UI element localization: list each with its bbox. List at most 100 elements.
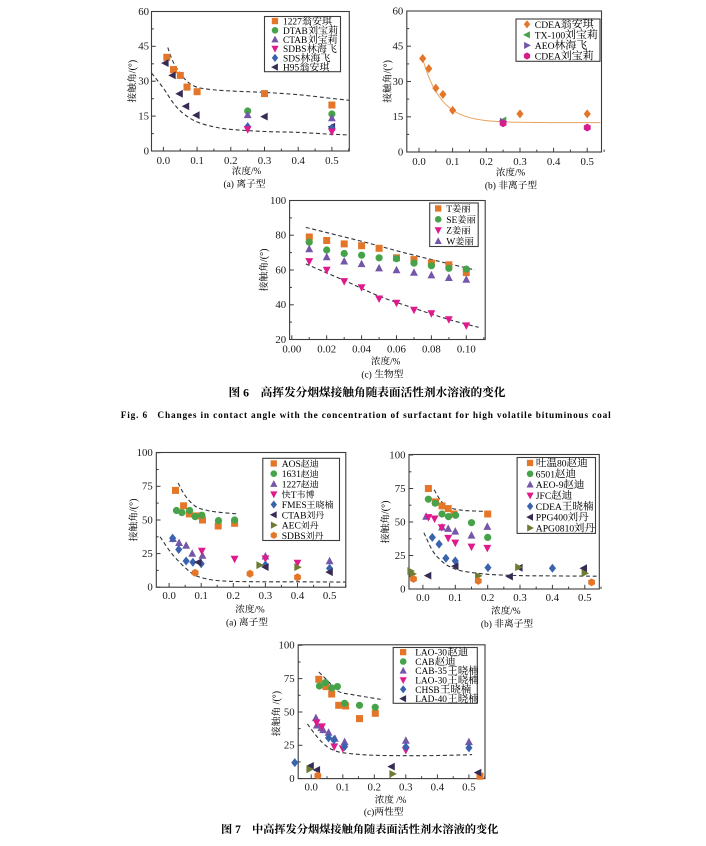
svg-text:LAO-30: LAO-30 [415, 677, 447, 687]
svg-text:0.06: 0.06 [387, 343, 406, 355]
svg-text:6501: 6501 [536, 469, 555, 480]
svg-text:0: 0 [144, 145, 149, 157]
svg-text:/%: /% [396, 795, 407, 805]
svg-text:0.2: 0.2 [480, 156, 494, 168]
svg-text:0.3: 0.3 [513, 156, 527, 168]
svg-text:45: 45 [138, 41, 149, 53]
svg-text:DTAB: DTAB [283, 27, 308, 37]
svg-text:0.02: 0.02 [317, 343, 336, 355]
svg-text:60: 60 [138, 6, 149, 18]
svg-text:(b): (b) [485, 181, 496, 192]
svg-text:(c): (c) [364, 807, 374, 818]
svg-text:45: 45 [393, 41, 404, 53]
svg-text:50: 50 [284, 706, 295, 718]
svg-text:/%: /% [515, 168, 526, 178]
svg-text:SDBS: SDBS [283, 45, 306, 55]
svg-text:LAO-30: LAO-30 [415, 649, 447, 659]
svg-text:50: 50 [395, 516, 406, 528]
svg-text:0.3: 0.3 [259, 590, 273, 602]
svg-text:0.2: 0.2 [224, 155, 238, 167]
svg-text:100: 100 [137, 447, 153, 459]
svg-text:30: 30 [138, 76, 149, 88]
svg-text:0.0: 0.0 [416, 592, 430, 604]
svg-text:0: 0 [289, 773, 294, 785]
svg-text:/%: /% [390, 356, 401, 366]
svg-text:0.0: 0.0 [304, 781, 318, 793]
svg-text:0.1: 0.1 [194, 590, 208, 602]
svg-text:(b): (b) [481, 619, 492, 630]
svg-text:0.1: 0.1 [336, 781, 350, 793]
svg-text:SDBS: SDBS [282, 531, 306, 542]
svg-text:PPG400: PPG400 [536, 513, 568, 524]
svg-text:CTAB: CTAB [282, 510, 307, 521]
svg-text:T: T [446, 204, 452, 215]
svg-text:0.0: 0.0 [412, 156, 426, 168]
svg-text:AEO: AEO [535, 41, 555, 52]
svg-text:0.2: 0.2 [481, 592, 495, 604]
svg-text:0.00: 0.00 [282, 343, 301, 355]
svg-text:0.1: 0.1 [449, 592, 463, 604]
svg-text:Z: Z [446, 226, 452, 237]
svg-text:(a): (a) [224, 179, 234, 190]
svg-text:75: 75 [284, 673, 295, 685]
svg-text:0: 0 [398, 146, 403, 158]
svg-text:0.0: 0.0 [157, 155, 171, 167]
svg-text:1631: 1631 [282, 469, 301, 480]
svg-text:100: 100 [278, 640, 294, 652]
svg-text:100: 100 [389, 449, 405, 461]
svg-text:1227: 1227 [282, 480, 301, 491]
svg-text:TX-100: TX-100 [535, 30, 566, 41]
svg-text:AOS: AOS [282, 459, 301, 470]
svg-text:0.5: 0.5 [323, 590, 337, 602]
svg-text:80: 80 [557, 458, 567, 469]
svg-text:0.2: 0.2 [368, 781, 382, 793]
svg-text:SE: SE [446, 215, 457, 226]
svg-text:CDEA: CDEA [536, 502, 562, 513]
svg-text:FMES: FMES [282, 500, 307, 511]
svg-text:(a): (a) [226, 617, 236, 628]
svg-text:0.10: 0.10 [457, 343, 476, 355]
svg-text:0.04: 0.04 [352, 343, 371, 355]
svg-text:1227: 1227 [283, 18, 302, 28]
svg-text:0.1: 0.1 [446, 156, 460, 168]
svg-text:0.4: 0.4 [431, 781, 445, 793]
svg-text:/(°): /(°) [129, 499, 140, 512]
svg-text:/(°): /(°) [381, 501, 392, 514]
svg-text:0.5: 0.5 [580, 156, 594, 168]
svg-text:LAD-40: LAD-40 [415, 695, 447, 705]
svg-text:25: 25 [284, 740, 295, 752]
svg-text:75: 75 [142, 481, 153, 493]
svg-text:/%: /% [255, 604, 266, 614]
svg-text:7: 7 [235, 824, 241, 836]
svg-text:CTAB: CTAB [283, 36, 307, 46]
svg-text:0: 0 [147, 582, 152, 594]
svg-text:40: 40 [275, 299, 286, 311]
svg-text:W: W [446, 237, 456, 248]
svg-text:60: 60 [393, 5, 404, 17]
svg-text:SDS: SDS [283, 54, 300, 64]
svg-text:0.3: 0.3 [258, 155, 272, 167]
svg-text:25: 25 [395, 550, 406, 562]
svg-text:0: 0 [400, 583, 405, 595]
svg-text:0.1: 0.1 [190, 155, 204, 167]
svg-text:AEC: AEC [282, 521, 301, 532]
svg-text:6: 6 [243, 385, 249, 399]
svg-text:30: 30 [393, 76, 404, 88]
svg-text:0.3: 0.3 [513, 592, 527, 604]
svg-text:15: 15 [138, 111, 149, 123]
svg-text:0.4: 0.4 [291, 155, 305, 167]
svg-text:0.5: 0.5 [462, 781, 476, 793]
svg-text:CDEA: CDEA [535, 52, 561, 63]
svg-text:20: 20 [275, 334, 286, 346]
svg-text:JFC: JFC [536, 491, 551, 502]
svg-text:/%: /% [510, 606, 521, 616]
svg-text:CDEA: CDEA [535, 20, 561, 31]
svg-text:0.4: 0.4 [291, 590, 305, 602]
svg-text:0.5: 0.5 [325, 155, 339, 167]
svg-text:60: 60 [275, 264, 286, 276]
svg-text:80: 80 [275, 230, 286, 242]
svg-text:0.08: 0.08 [422, 343, 441, 355]
svg-text:CAB-35: CAB-35 [415, 667, 447, 677]
svg-text:0.4: 0.4 [546, 592, 560, 604]
svg-text:15: 15 [393, 111, 404, 123]
